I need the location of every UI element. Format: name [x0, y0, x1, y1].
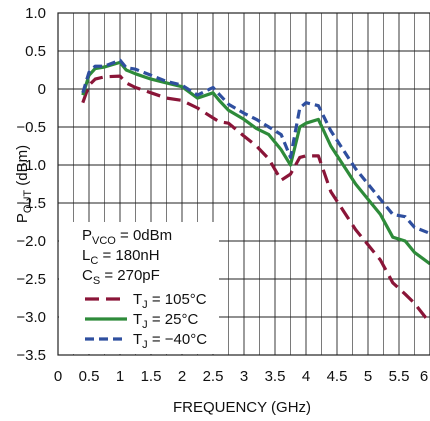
x-tick-label: 0.5 — [79, 368, 100, 385]
series-layer — [81, 58, 430, 325]
condition-label: CS = 270pF — [82, 267, 160, 287]
x-tick-label: 1.5 — [141, 368, 162, 385]
y-tick-label: −1.0 — [16, 157, 46, 174]
y-axis-title: POUT (dBm) — [14, 145, 34, 223]
y-tick-label: 1.0 — [25, 5, 46, 22]
condition-label: LC = 180nH — [82, 247, 160, 267]
series-line-2 — [81, 58, 430, 235]
x-axis-title: FREQUENCY (GHz) — [173, 399, 311, 416]
y-tick-label: −3.0 — [16, 309, 46, 326]
y-tick-label: −3.5 — [16, 347, 46, 364]
plot-frame — [57, 12, 430, 356]
x-tick-label: 5 — [364, 368, 372, 385]
legend-entry: TJ = 105°C — [133, 291, 207, 311]
x-axis-ticks: 0 0.5 1 1.5 2 2.5 3 3.5 4 4.5 5 5.5 6 — [54, 368, 428, 385]
legend-entry: TJ = −40°C — [133, 331, 207, 351]
x-tick-label: 4.5 — [327, 368, 348, 385]
x-tick-label: 2.5 — [203, 368, 224, 385]
y-tick-label: −2.0 — [16, 233, 46, 250]
series-line-1 — [81, 60, 430, 266]
x-tick-label: 0 — [54, 368, 62, 385]
x-tick-label: 3.5 — [265, 368, 286, 385]
legend-entry: TJ = 25°C — [133, 311, 198, 331]
condition-label: PVCO = 0dBm — [82, 227, 172, 247]
y-tick-label: −0.5 — [16, 119, 46, 136]
x-tick-label: 1 — [116, 368, 124, 385]
y-tick-label: −1.5 — [16, 195, 46, 212]
x-tick-label: 2 — [178, 368, 186, 385]
legend-box — [59, 222, 219, 354]
x-tick-label: 3 — [240, 368, 248, 385]
y-axis-ticks: 1.0 0.5 0 −0.5 −1.0 −1.5 −2.0 −2.5 −3.0 −3.5 — [16, 5, 46, 364]
x-tick-label: 4 — [302, 368, 310, 385]
series-line-0 — [81, 74, 430, 325]
y-tick-label: 0 — [38, 81, 46, 98]
y-tick-label: −2.5 — [16, 271, 46, 288]
x-tick-label: 5.5 — [389, 368, 410, 385]
x-tick-label: 6 — [420, 368, 428, 385]
y-tick-label: 0.5 — [25, 43, 46, 60]
